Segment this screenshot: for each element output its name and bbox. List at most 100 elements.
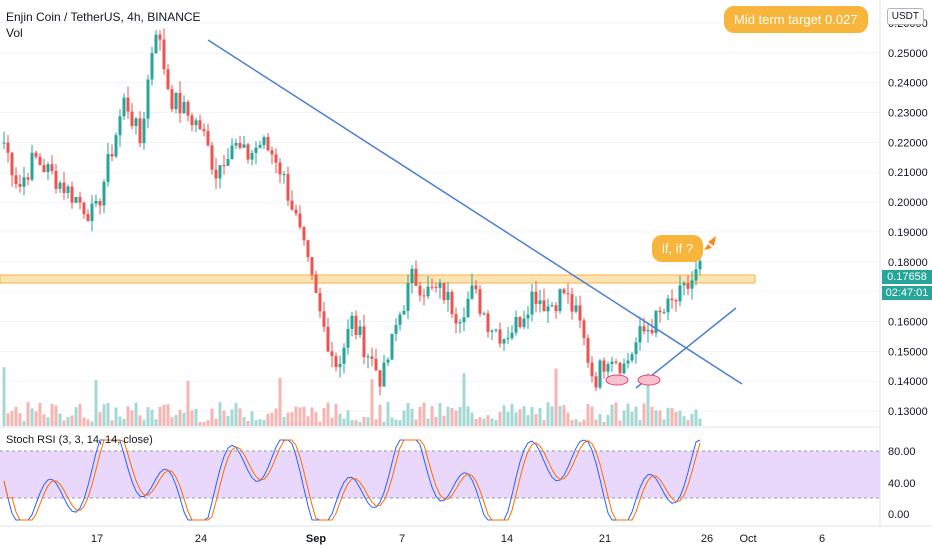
volume-bar <box>106 403 110 426</box>
volume-bar <box>406 403 410 426</box>
volume-bar <box>42 414 46 426</box>
candle-body <box>322 311 326 327</box>
candle-body <box>454 314 458 324</box>
candle-body <box>150 53 154 80</box>
volume-bar <box>34 411 38 426</box>
volume-bar <box>178 409 182 426</box>
candle-body <box>122 97 126 117</box>
candle-body <box>510 332 514 339</box>
countdown-tag: 02:47:01 <box>882 286 932 300</box>
rsi-tick: 40.00 <box>888 478 916 490</box>
volume-bar <box>166 404 170 426</box>
candle-body <box>590 362 594 377</box>
volume-bar <box>650 406 654 426</box>
candle-body <box>86 214 90 222</box>
volume-bar <box>554 368 558 426</box>
volume-bar <box>362 417 366 426</box>
volume-bar <box>622 410 626 426</box>
volume-bar <box>142 419 146 426</box>
price-tick: 0.23000 <box>888 108 928 120</box>
chart-title: Enjin Coin / TetherUS, 4h, BINANCE <box>6 10 201 24</box>
candle-body <box>242 144 246 148</box>
volume-bar <box>290 412 294 426</box>
volume-bar <box>126 406 130 426</box>
volume-bar <box>206 420 210 426</box>
volume-bar <box>658 410 662 426</box>
candle-body <box>266 137 270 151</box>
candle-body <box>562 289 566 294</box>
currency-button[interactable]: USDT <box>886 8 924 25</box>
volume-bar <box>50 403 54 426</box>
candle-body <box>18 183 22 187</box>
candle-body <box>678 285 682 302</box>
candle-body <box>182 101 186 114</box>
volume-bar <box>558 406 562 426</box>
candle-body <box>546 306 550 312</box>
candle-body <box>478 289 482 314</box>
candle-body <box>206 131 210 146</box>
time-tick: 6 <box>819 533 825 545</box>
candle-body <box>642 326 646 332</box>
candle-body <box>186 101 190 116</box>
candle-body <box>694 269 698 281</box>
volume-bar <box>534 414 538 426</box>
candle-body <box>474 285 478 290</box>
volume-bar <box>630 411 634 426</box>
volume-bar <box>70 415 74 426</box>
volume-bar <box>490 418 494 426</box>
volume-bars <box>2 367 702 426</box>
candle-body <box>570 294 574 312</box>
volume-bar <box>478 417 482 426</box>
candle-body <box>254 147 258 153</box>
candle-body <box>326 326 330 352</box>
candle-body <box>394 324 398 334</box>
volume-bar <box>382 421 386 426</box>
candle-body <box>626 360 630 364</box>
low-marker-1 <box>605 374 629 386</box>
volume-bar <box>678 410 682 426</box>
candle-body <box>354 315 358 335</box>
volume-bar <box>230 409 234 426</box>
candle-body <box>162 39 166 70</box>
candle-body <box>690 280 694 289</box>
candle-body <box>630 354 634 361</box>
candle-body <box>670 298 674 301</box>
volume-bar <box>694 409 698 426</box>
volume-bar <box>254 420 258 426</box>
candle-body <box>542 300 546 312</box>
candle-body <box>54 171 58 189</box>
rsi-tick: 80.00 <box>888 446 916 458</box>
candle-body <box>330 351 334 357</box>
volume-bar <box>458 406 462 426</box>
volume-bar <box>62 420 66 426</box>
volume-bar <box>354 420 358 426</box>
volume-bar <box>298 407 302 426</box>
candle-body <box>34 152 38 157</box>
price-tick: 0.13000 <box>888 406 928 418</box>
volume-bar <box>358 421 362 426</box>
candle-body <box>158 34 162 40</box>
support-line <box>635 307 737 389</box>
candle-body <box>234 143 238 146</box>
candle-body <box>142 118 146 144</box>
candle-body <box>26 177 30 180</box>
volume-bar <box>78 403 82 426</box>
candle-body <box>14 175 18 184</box>
volume-bar <box>438 403 442 426</box>
volume-bar <box>470 412 474 426</box>
candle-body <box>466 298 470 318</box>
volume-bar <box>222 410 226 426</box>
volume-bar <box>366 417 370 426</box>
time-tick: 14 <box>501 533 513 545</box>
volume-bar <box>574 419 578 426</box>
candle-body <box>390 333 394 360</box>
candle-body <box>50 164 54 172</box>
volume-bar <box>218 402 222 426</box>
volume-bar <box>46 417 50 426</box>
candle-body <box>370 356 374 359</box>
volume-bar <box>522 406 526 426</box>
volume-bar <box>662 419 666 426</box>
candle-body <box>146 79 150 119</box>
candle-body <box>222 165 226 167</box>
candle-body <box>94 200 98 204</box>
